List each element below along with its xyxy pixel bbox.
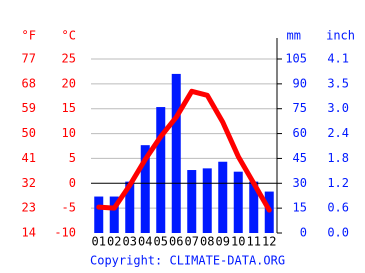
axis-unit-c: °C — [62, 29, 76, 43]
y-tick-label-f: 77 — [22, 52, 36, 66]
y-tick-label-f: 14 — [22, 226, 36, 240]
y2-tick-label-inch: 1.2 — [327, 176, 349, 190]
y2-tick-label: 105 — [285, 52, 307, 66]
x-tick-label: 12 — [262, 235, 276, 249]
x-tick-label: 05 — [154, 235, 168, 249]
y-tick-label: 25 — [62, 52, 76, 66]
bar — [202, 168, 212, 233]
bar — [171, 73, 181, 234]
y2-tick-label-inch: 2.4 — [327, 126, 349, 140]
y-tick-label: 15 — [62, 101, 76, 115]
y2-tick-label-inch: 0.0 — [327, 226, 349, 240]
bar — [218, 161, 228, 233]
copyright: Copyright: CLIMATE-DATA.ORG — [90, 254, 285, 268]
y2-tick-label: 90 — [293, 76, 307, 90]
y-tick-label: 0 — [69, 176, 76, 190]
y2-tick-label: 30 — [293, 176, 307, 190]
bar — [233, 171, 243, 233]
x-tick-label: 06 — [169, 235, 183, 249]
x-tick-label: 10 — [231, 235, 245, 249]
x-tick-label: 11 — [247, 235, 261, 249]
y2-tick-label-inch: 0.6 — [327, 201, 349, 215]
y-tick-label: -10 — [54, 226, 76, 240]
y2-tick-label: 75 — [293, 101, 307, 115]
bar — [156, 107, 166, 233]
y2-tick-label-inch: 1.8 — [327, 151, 349, 165]
bar — [109, 196, 119, 233]
y-tick-label-f: 23 — [22, 201, 36, 215]
axis-unit-f: °F — [22, 29, 36, 43]
y-tick-label: 20 — [62, 76, 76, 90]
y-tick-label: -5 — [62, 201, 76, 215]
bar — [249, 181, 259, 233]
axis-unit-inch: inch — [326, 29, 355, 43]
y2-tick-label: 0 — [300, 226, 307, 240]
y-tick-label-f: 32 — [22, 176, 36, 190]
y-tick-label-f: 41 — [22, 151, 36, 165]
bar — [94, 196, 104, 233]
x-tick-label: 01 — [92, 235, 106, 249]
y2-tick-label: 60 — [293, 126, 307, 140]
y2-tick-label-inch: 3.0 — [327, 101, 349, 115]
x-tick-label: 03 — [123, 235, 137, 249]
y-tick-label: 10 — [62, 126, 76, 140]
y-tick-label-f: 68 — [22, 76, 36, 90]
y2-tick-label-inch: 3.5 — [327, 76, 349, 90]
y2-tick-label: 45 — [293, 151, 307, 165]
bar — [125, 181, 135, 233]
bar — [140, 145, 150, 233]
y-tick-label-f: 50 — [22, 126, 36, 140]
x-tick-label: 08 — [200, 235, 214, 249]
x-tick-label: 04 — [138, 235, 152, 249]
y-tick-label-f: 59 — [22, 101, 36, 115]
x-tick-label: 07 — [185, 235, 199, 249]
x-tick-label: 09 — [216, 235, 230, 249]
y-tick-label: 5 — [69, 151, 76, 165]
axis-unit-mm: mm — [287, 29, 301, 43]
x-tick-label: 02 — [107, 235, 121, 249]
y2-tick-label-inch: 4.1 — [327, 52, 349, 66]
y2-tick-label: 15 — [293, 201, 307, 215]
bar — [187, 170, 197, 233]
temperature-line — [96, 88, 272, 213]
